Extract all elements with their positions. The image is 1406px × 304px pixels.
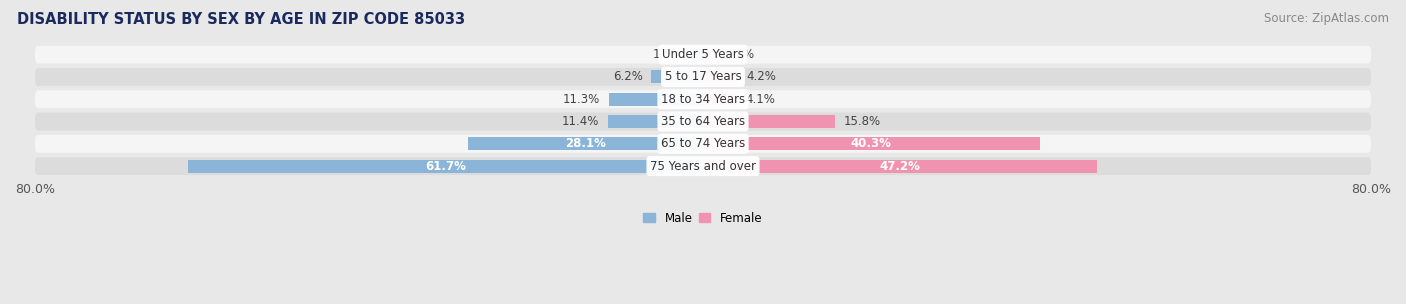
- Text: 28.1%: 28.1%: [565, 137, 606, 150]
- Text: 47.2%: 47.2%: [880, 160, 921, 173]
- Text: 61.7%: 61.7%: [425, 160, 465, 173]
- FancyBboxPatch shape: [35, 135, 1371, 153]
- Bar: [703, 71, 738, 83]
- Text: 11.3%: 11.3%: [562, 93, 600, 106]
- Bar: [607, 115, 703, 128]
- Text: Under 5 Years: Under 5 Years: [662, 48, 744, 61]
- FancyBboxPatch shape: [35, 90, 1371, 108]
- Bar: [690, 48, 703, 61]
- FancyBboxPatch shape: [35, 112, 1371, 130]
- Bar: [703, 160, 1097, 173]
- Text: 35 to 64 Years: 35 to 64 Years: [661, 115, 745, 128]
- Bar: [703, 93, 737, 106]
- Bar: [651, 71, 703, 83]
- Text: 75 Years and over: 75 Years and over: [650, 160, 756, 173]
- Text: 40.3%: 40.3%: [851, 137, 891, 150]
- Legend: Male, Female: Male, Female: [638, 207, 768, 230]
- Text: 4.1%: 4.1%: [745, 93, 776, 106]
- Text: 65 to 74 Years: 65 to 74 Years: [661, 137, 745, 150]
- Text: 11.4%: 11.4%: [562, 115, 599, 128]
- Bar: [703, 137, 1039, 150]
- Bar: [703, 115, 835, 128]
- Text: DISABILITY STATUS BY SEX BY AGE IN ZIP CODE 85033: DISABILITY STATUS BY SEX BY AGE IN ZIP C…: [17, 12, 465, 27]
- FancyBboxPatch shape: [35, 46, 1371, 64]
- FancyBboxPatch shape: [35, 157, 1371, 175]
- Text: 0.73%: 0.73%: [717, 48, 755, 61]
- Bar: [188, 160, 703, 173]
- Text: 6.2%: 6.2%: [613, 71, 643, 83]
- Text: 5 to 17 Years: 5 to 17 Years: [665, 71, 741, 83]
- Bar: [609, 93, 703, 106]
- FancyBboxPatch shape: [35, 68, 1371, 86]
- Text: 4.2%: 4.2%: [747, 71, 776, 83]
- Bar: [703, 48, 709, 61]
- Bar: [468, 137, 703, 150]
- Text: 1.5%: 1.5%: [652, 48, 682, 61]
- Text: Source: ZipAtlas.com: Source: ZipAtlas.com: [1264, 12, 1389, 25]
- Text: 18 to 34 Years: 18 to 34 Years: [661, 93, 745, 106]
- Text: 15.8%: 15.8%: [844, 115, 880, 128]
